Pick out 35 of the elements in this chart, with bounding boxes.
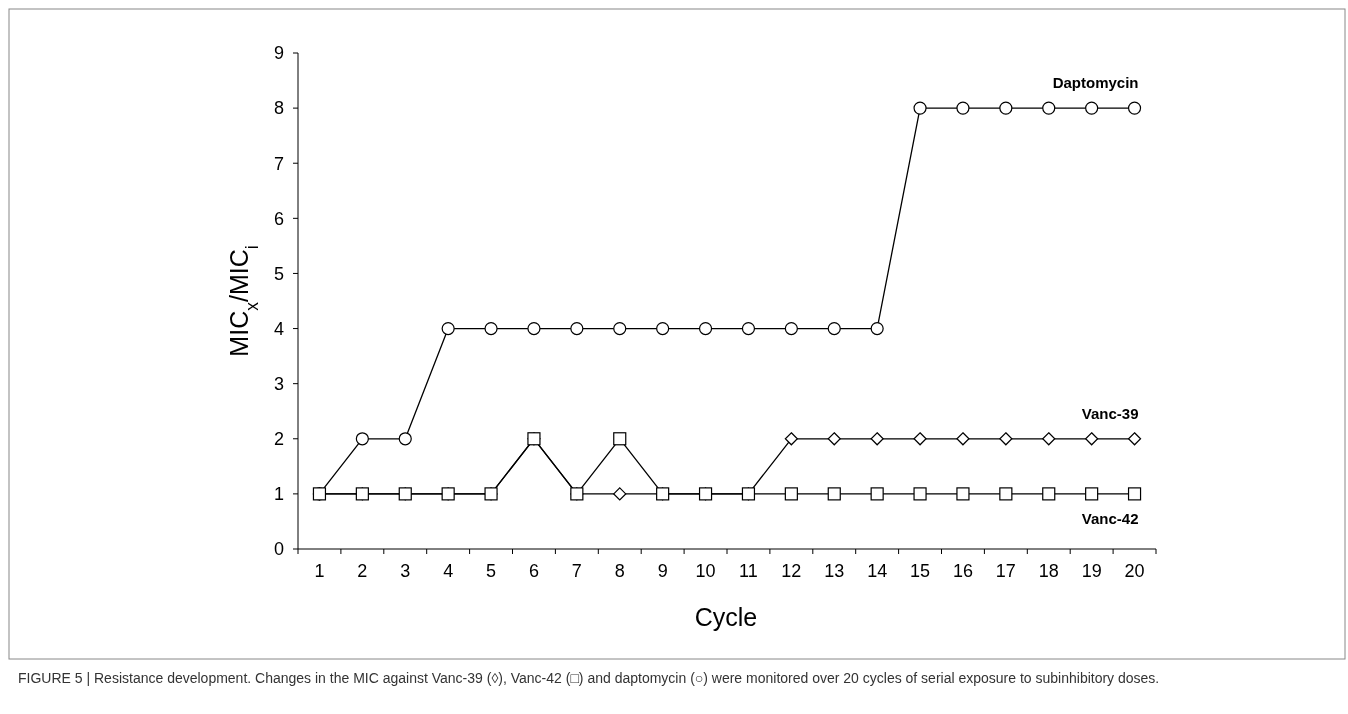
x-tick-label: 9 bbox=[657, 561, 668, 581]
x-tick-label: 10 bbox=[695, 561, 716, 581]
series-label: Daptomycin bbox=[1052, 74, 1139, 92]
x-tick-label: 6 bbox=[528, 561, 539, 581]
x-tick-label: 2 bbox=[357, 561, 368, 581]
x-tick-label: 18 bbox=[1038, 561, 1059, 581]
x-tick-label: 15 bbox=[910, 561, 931, 581]
y-tick-label: 6 bbox=[273, 208, 284, 229]
x-tick-label: 3 bbox=[400, 561, 411, 581]
x-tick-label: 4 bbox=[443, 561, 454, 581]
x-tick-label: 16 bbox=[952, 561, 973, 581]
x-tick-label: 8 bbox=[614, 561, 625, 581]
y-tick-label: 5 bbox=[273, 263, 284, 284]
series-label: Vanc-42 bbox=[1081, 509, 1139, 527]
x-axis-title: Cycle bbox=[694, 603, 758, 631]
y-tick-label: 2 bbox=[273, 429, 284, 450]
series-label: Vanc-39 bbox=[1081, 404, 1139, 422]
x-tick-label: 1 bbox=[314, 561, 325, 581]
y-tick-label: 0 bbox=[273, 539, 284, 560]
y-tick-label: 3 bbox=[273, 373, 284, 394]
y-tick-label: 7 bbox=[273, 153, 284, 174]
x-tick-label: 5 bbox=[486, 561, 497, 581]
x-tick-label: 17 bbox=[995, 561, 1016, 581]
x-tick-label: 7 bbox=[571, 561, 582, 581]
x-tick-label: 11 bbox=[739, 561, 758, 581]
x-tick-label: 19 bbox=[1081, 561, 1102, 581]
x-tick-label: 14 bbox=[867, 561, 888, 581]
caption: FIGURE 5 | Resistance development. Changes in the MIC against Vanc-39 (◊), Vanc-42 (□) and daptomycin (○) were monitored over 20 cycles of serial exposure to subinhibitory doses. bbox=[18, 669, 1161, 688]
x-tick-label: 13 bbox=[824, 561, 845, 581]
y-tick-label: 8 bbox=[273, 98, 284, 119]
y-tick-label: 9 bbox=[273, 43, 284, 64]
y-tick-label: 1 bbox=[273, 484, 284, 505]
x-tick-label: 12 bbox=[781, 561, 802, 581]
y-tick-label: 4 bbox=[273, 318, 284, 339]
x-tick-label: 20 bbox=[1124, 561, 1145, 581]
